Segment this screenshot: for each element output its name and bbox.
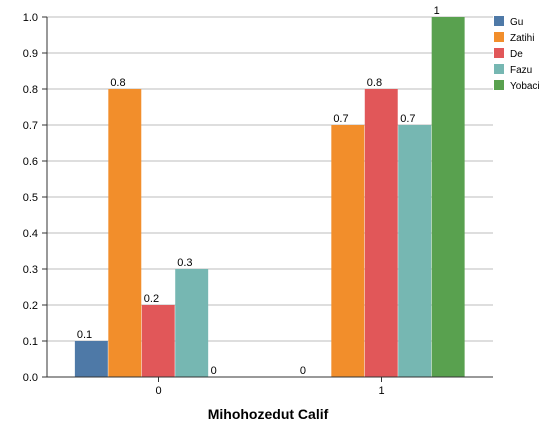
- data-labels: 0.1 0.8 0.2 0.3 0 0 0.7 0.8 0.7 1: [77, 5, 440, 377]
- legend-label: Yobaci: [510, 81, 540, 92]
- bar: [108, 89, 142, 377]
- bars: [74, 17, 465, 377]
- y-tick-label: 0.1: [23, 336, 38, 348]
- data-label: 0.7: [333, 113, 348, 125]
- y-tick-label: 0.9: [23, 48, 38, 60]
- legend-swatch: [494, 80, 504, 90]
- legend-label: De: [510, 49, 523, 60]
- bar: [74, 341, 108, 377]
- y-tick-label: 1.0: [23, 12, 38, 24]
- legend: Gu Zatihi De Fazu Yobaci: [494, 16, 540, 92]
- y-tick-label: 0.5: [23, 192, 38, 204]
- data-label: 0.3: [177, 257, 192, 269]
- data-label: 0.8: [110, 77, 125, 89]
- data-label: 0.8: [367, 77, 382, 89]
- data-label: 1: [434, 5, 440, 17]
- data-label: 0.7: [400, 113, 415, 125]
- legend-swatch: [494, 16, 504, 26]
- bar: [398, 125, 432, 377]
- x-tick-label: 1: [378, 385, 384, 397]
- data-label: 0: [211, 365, 217, 377]
- data-label: 0.2: [144, 293, 159, 305]
- y-tick-label: 0.4: [23, 228, 38, 240]
- x-axis-title: Mihohozedut Calif: [208, 406, 329, 422]
- x-tick-label: 0: [155, 385, 161, 397]
- bar: [141, 305, 175, 377]
- y-tick-label: 0.8: [23, 84, 38, 96]
- data-label: 0.1: [77, 329, 92, 341]
- legend-swatch: [494, 32, 504, 42]
- y-tick-label: 0.0: [23, 372, 38, 384]
- y-axis: 0.0 0.1 0.2 0.3 0.4 0.5 0.6 0.7 0.8 0.9 1.0: [23, 12, 48, 384]
- bar: [331, 125, 365, 377]
- legend-label: Gu: [510, 17, 523, 28]
- bar: [431, 17, 465, 377]
- y-tick-label: 0.6: [23, 156, 38, 168]
- data-label: 0: [300, 365, 306, 377]
- bar: [175, 269, 209, 377]
- legend-label: Zatihi: [510, 33, 534, 44]
- legend-swatch: [494, 48, 504, 58]
- legend-label: Fazu: [510, 65, 532, 76]
- y-tick-label: 0.2: [23, 300, 38, 312]
- bar: [364, 89, 398, 377]
- y-tick-label: 0.7: [23, 120, 38, 132]
- legend-swatch: [494, 64, 504, 74]
- y-tick-label: 0.3: [23, 264, 38, 276]
